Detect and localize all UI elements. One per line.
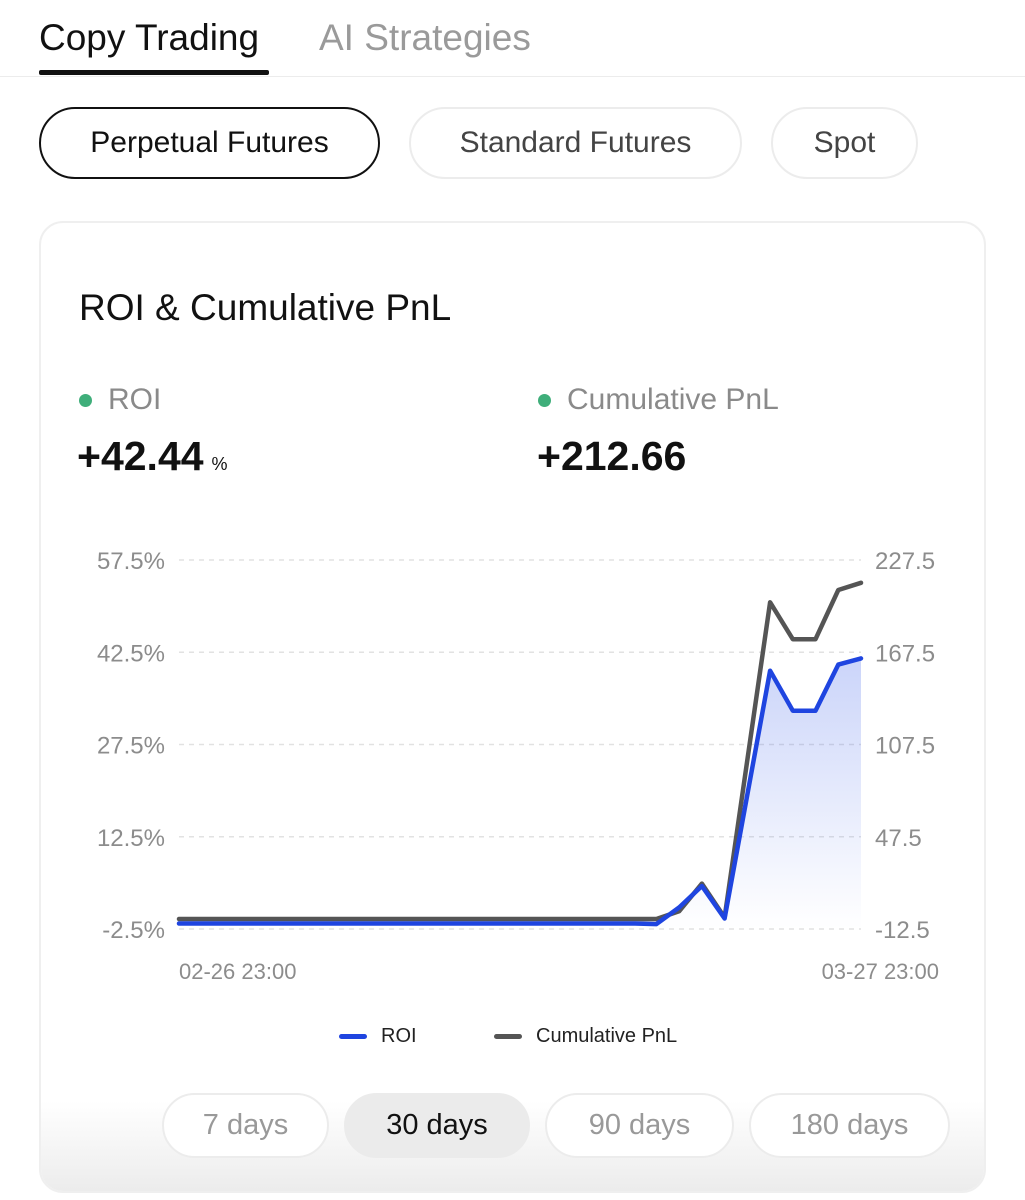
legend-pnl-label: Cumulative PnL <box>536 1025 678 1047</box>
roi-stat-value: +42.44% <box>77 433 228 480</box>
right-axis-tick-label: 227.5 <box>875 548 935 575</box>
legend-item-pnl: Cumulative PnL <box>494 1025 677 1048</box>
right-axis-tick-label: 167.5 <box>875 640 935 667</box>
roi-stat-label: ROI <box>79 383 161 417</box>
roi-unit: % <box>211 454 228 474</box>
right-axis-tick-label: 47.5 <box>875 825 922 852</box>
tab-ai-strategies[interactable]: AI Strategies <box>319 17 531 58</box>
pnl-stat-value: +212.66 <box>537 433 686 480</box>
market-tab-perpetual-futures[interactable]: Perpetual Futures <box>39 107 380 179</box>
roi-area-fill <box>179 658 861 929</box>
roi-label: ROI <box>108 383 162 416</box>
range-30-days[interactable]: 30 days <box>344 1093 530 1158</box>
left-axis-tick-label: 42.5% <box>97 640 165 667</box>
card-title: ROI & Cumulative PnL <box>79 287 452 328</box>
top-tab-bar: Copy Trading AI Strategies <box>0 0 1025 77</box>
legend-pnl-swatch <box>494 1034 522 1039</box>
x-axis-end-label: 03-27 23:00 <box>822 959 939 984</box>
roi-dot-icon <box>79 393 92 407</box>
roi-pnl-chart: 57.5% 42.5% 27.5% 12.5% -2.5% 227.5 167.5 107.5… <box>97 548 939 984</box>
right-axis-tick-label: 107.5 <box>875 733 935 760</box>
range-7-days[interactable]: 7 days <box>162 1093 329 1158</box>
pnl-label: Cumulative PnL <box>567 383 779 416</box>
left-axis-tick-label: 12.5% <box>97 825 165 852</box>
pnl-dot-icon <box>538 393 551 407</box>
legend-roi-swatch <box>339 1034 367 1039</box>
left-axis-tick-label: -2.5% <box>102 917 165 944</box>
tab-copy-trading[interactable]: Copy Trading <box>39 17 260 58</box>
roi-series-line <box>176 656 864 927</box>
pnl-stat-label: Cumulative PnL <box>538 383 779 417</box>
active-tab-indicator <box>39 70 269 75</box>
right-axis-tick-label: -12.5 <box>875 917 930 944</box>
range-90-days[interactable]: 90 days <box>545 1093 734 1158</box>
roi-value: +42.44 <box>77 433 204 479</box>
legend-item-roi: ROI <box>339 1025 417 1048</box>
left-axis-tick-label: 27.5% <box>97 733 165 760</box>
pnl-value: +212.66 <box>537 433 687 479</box>
x-axis-start-label: 02-26 23:00 <box>179 959 296 984</box>
roi-pnl-card: ROI & Cumulative PnL ROI +42.44% Cumulat… <box>39 221 986 1193</box>
market-tab-spot[interactable]: Spot <box>771 107 918 179</box>
legend-roi-label: ROI <box>381 1025 417 1047</box>
range-180-days[interactable]: 180 days <box>749 1093 950 1158</box>
left-axis-tick-label: 57.5% <box>97 548 165 575</box>
market-tab-standard-futures[interactable]: Standard Futures <box>409 107 742 179</box>
